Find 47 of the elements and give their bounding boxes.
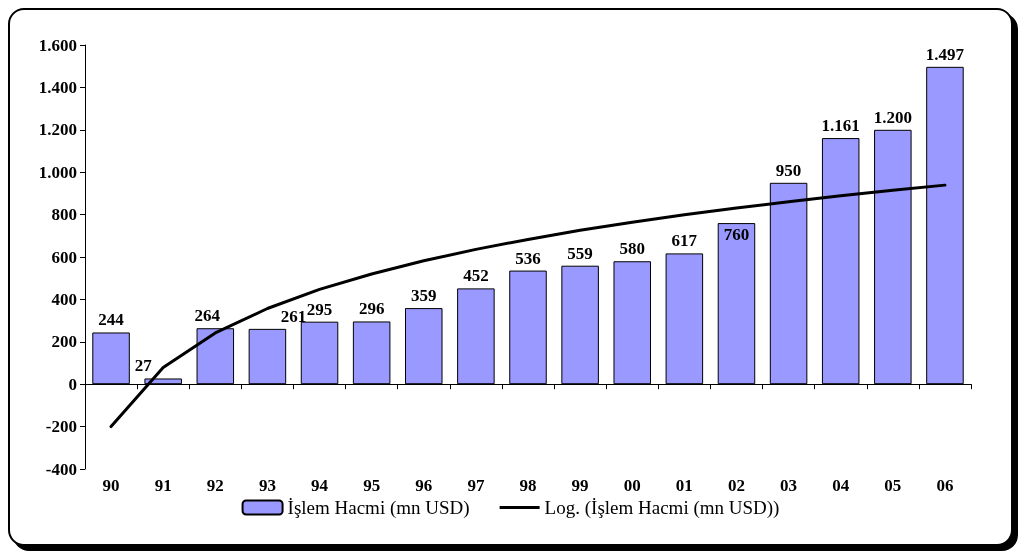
data-label: 359 <box>411 286 437 306</box>
data-label: 1.497 <box>925 44 965 64</box>
data-label: 760 <box>723 225 750 245</box>
x-tick-label: 05 <box>884 476 902 495</box>
data-label: 1.161 <box>821 116 860 136</box>
x-tick-label: 97 <box>467 476 485 495</box>
x-tick-label: 94 <box>311 476 329 495</box>
data-label: 559 <box>567 243 593 263</box>
data-label: 1.200 <box>873 107 912 127</box>
x-tick-label: 01 <box>675 476 693 495</box>
data-label: 264 <box>194 306 221 326</box>
data-label: 296 <box>358 299 385 319</box>
data-label: 536 <box>515 248 541 268</box>
y-tick-label: 1.200 <box>38 120 77 140</box>
y-tick-label: -200 <box>45 417 77 437</box>
x-tick-label: 06 <box>936 476 954 495</box>
x-tick-label: 04 <box>832 476 850 495</box>
y-tick-label: 600 <box>51 247 77 267</box>
data-label: 617 <box>671 231 698 251</box>
x-tick-label: 03 <box>780 476 798 495</box>
legend-label: Log. (İşlem Hacmi (mn USD)) <box>544 497 780 519</box>
x-tick-label: 99 <box>571 476 589 495</box>
y-tick-label: 1.600 <box>38 35 77 55</box>
data-label: 950 <box>775 160 802 180</box>
data-label: 244 <box>98 310 125 330</box>
x-tick-label: 96 <box>415 476 433 495</box>
x-tick-label: 93 <box>258 476 276 495</box>
x-tick-label: 00 <box>623 476 641 495</box>
y-tick-label: 800 <box>51 205 77 225</box>
y-tick-label: 0 <box>68 374 77 394</box>
x-tick-label: 98 <box>519 476 537 495</box>
x-tick-label: 90 <box>102 476 120 495</box>
y-tick-label: -400 <box>45 459 77 479</box>
x-tick-label: 02 <box>727 476 745 495</box>
legend-label: İşlem Hacmi (mn USD) <box>287 497 470 519</box>
x-tick-label: 92 <box>206 476 224 495</box>
y-tick-label: 1.400 <box>38 77 77 97</box>
data-label: 261 <box>280 306 307 326</box>
data-label: 452 <box>463 266 489 286</box>
x-tick-label: 91 <box>154 476 172 495</box>
y-tick-label: 1.000 <box>38 162 77 182</box>
y-tick-label: 400 <box>51 289 77 309</box>
data-label: 27 <box>134 356 153 376</box>
data-label: 580 <box>619 239 645 259</box>
data-label: 295 <box>306 299 333 319</box>
y-tick-label: 200 <box>51 332 77 352</box>
x-tick-label: 95 <box>363 476 381 495</box>
